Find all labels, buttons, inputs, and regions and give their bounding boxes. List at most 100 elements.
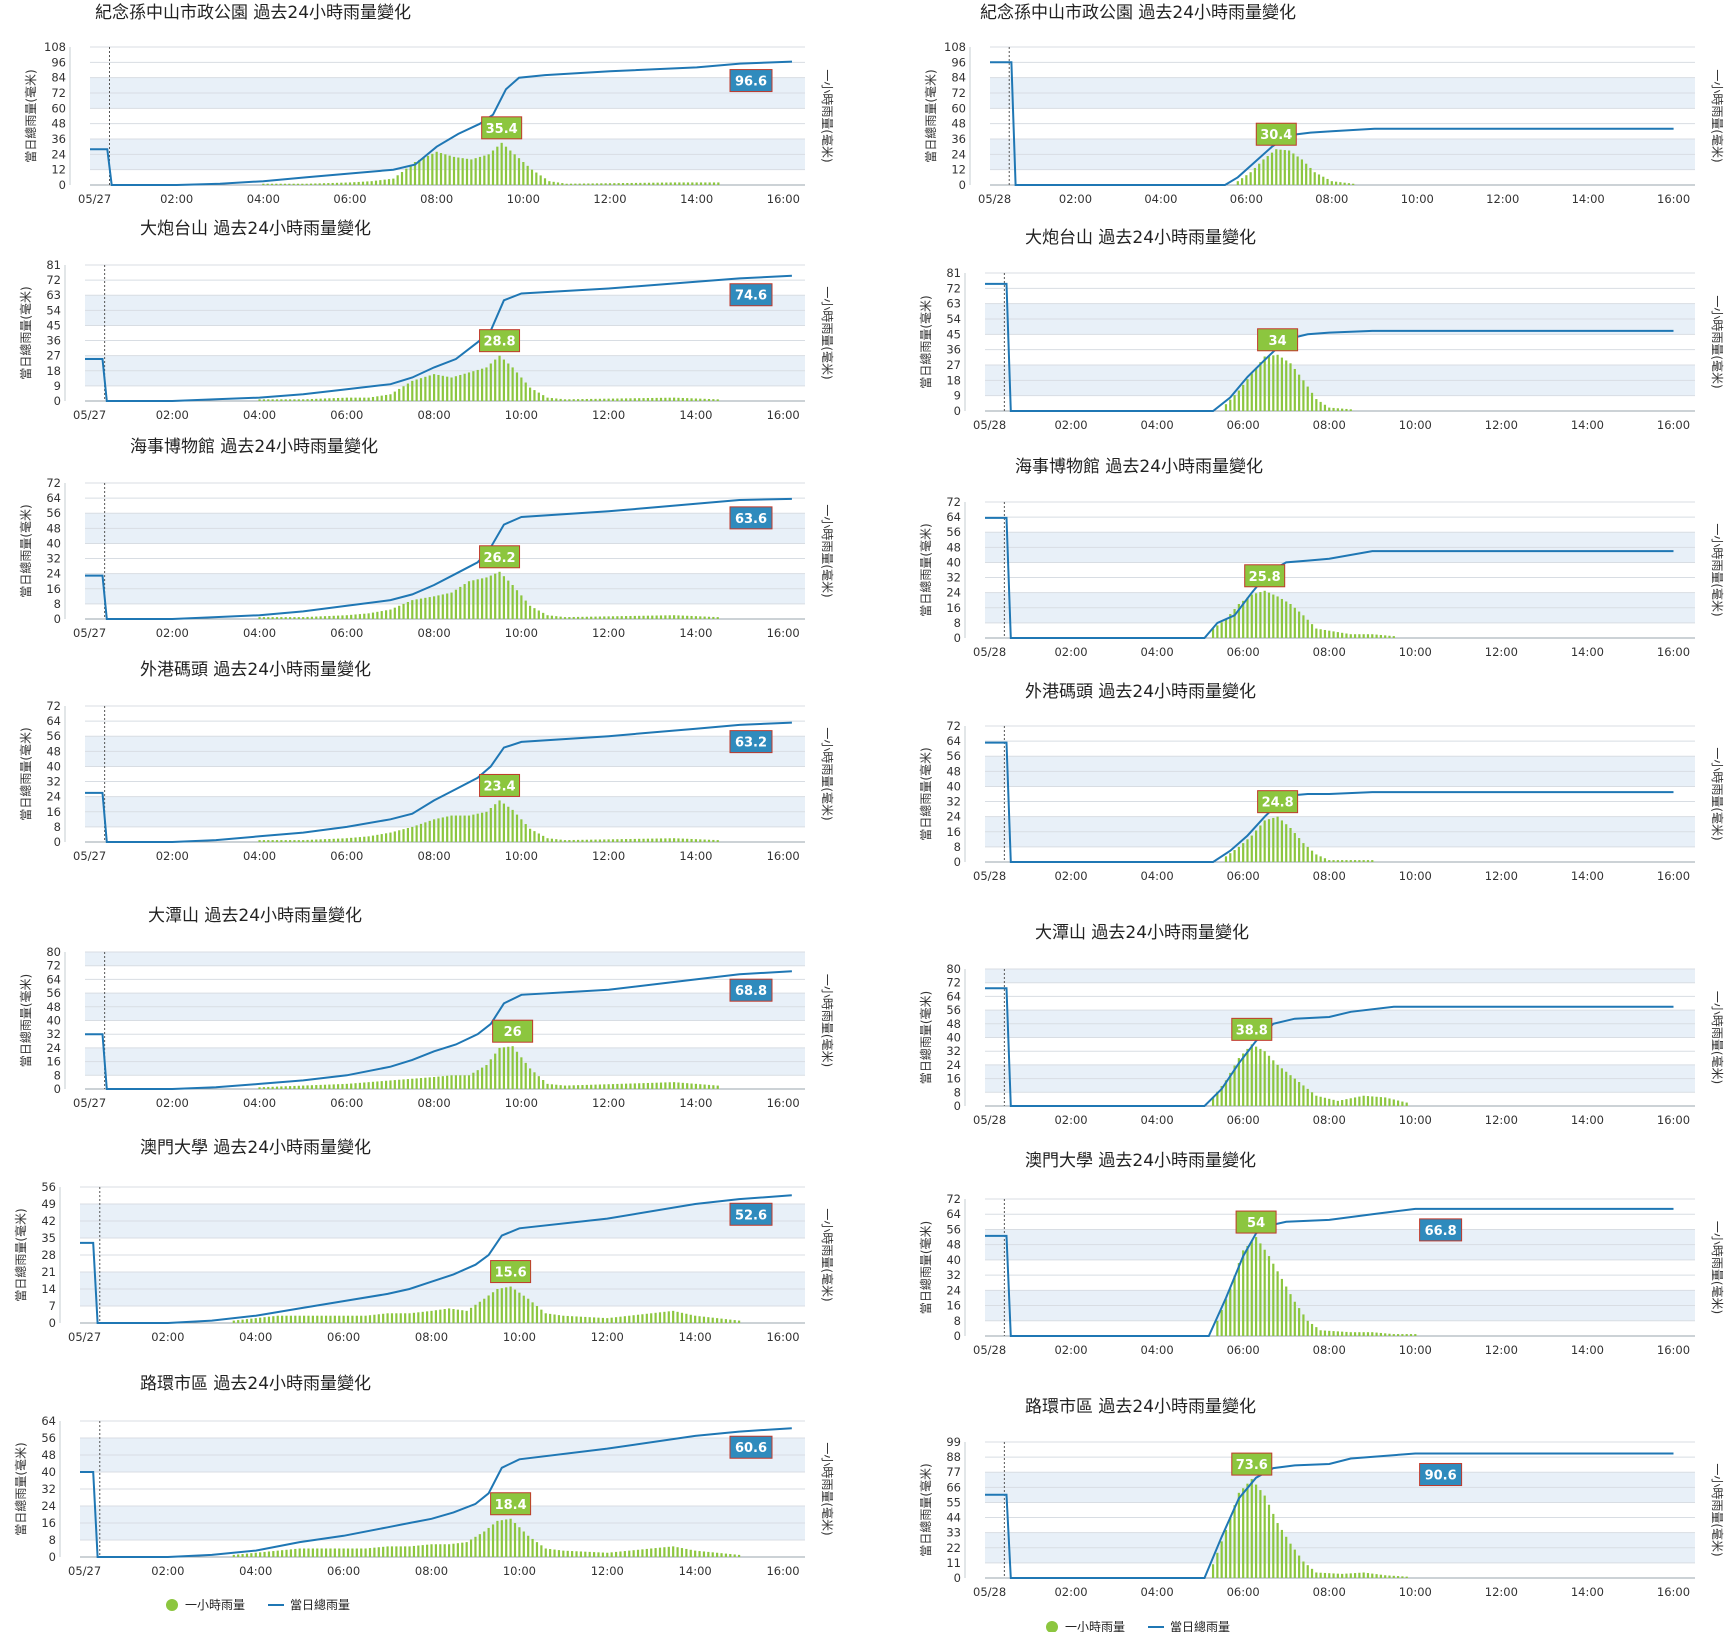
hourly-bar — [584, 1551, 587, 1557]
x-tick-label: 02:00 — [156, 849, 189, 863]
hourly-bar — [533, 1072, 536, 1089]
hourly-bar — [669, 182, 672, 185]
hourly-bar — [629, 398, 632, 401]
x-tick-label: 12:00 — [1485, 645, 1518, 659]
plot-band — [85, 513, 805, 529]
hourly-bar — [367, 836, 370, 842]
hourly-bar — [1345, 633, 1348, 638]
y-tick-label: 8 — [954, 616, 961, 630]
peak-value-box — [490, 1260, 532, 1284]
peak-value-label: 30.4 — [1260, 128, 1292, 143]
hourly-bar — [1392, 1334, 1395, 1336]
total-value-box — [729, 730, 773, 754]
y-tick-label: 80 — [46, 945, 61, 959]
hourly-bar — [515, 814, 519, 842]
x-tick-label: 06:00 — [1227, 1113, 1260, 1127]
hourly-bar — [1306, 619, 1309, 638]
hourly-bar — [354, 397, 357, 401]
y-tick-label: 77 — [946, 1465, 961, 1479]
hourly-bar — [533, 608, 536, 619]
hourly-bar — [305, 183, 308, 185]
hourly-bar — [494, 1053, 497, 1089]
hourly-bar — [1292, 153, 1295, 185]
x-tick-label: 06:00 — [330, 849, 363, 863]
x-tick-label: 16:00 — [767, 626, 800, 640]
plot-band — [85, 370, 805, 386]
hourly-bar — [418, 159, 421, 185]
hourly-bar — [1305, 163, 1308, 185]
hourly-bar — [1384, 1333, 1387, 1336]
hourly-bar — [426, 155, 430, 185]
hourly-bar — [415, 825, 418, 842]
peak-value-box — [1235, 1210, 1277, 1234]
hourly-bar — [1309, 167, 1312, 185]
x-tick-label: 02:00 — [1054, 645, 1087, 659]
hourly-bar — [259, 1317, 262, 1323]
hourly-bar — [668, 615, 671, 619]
hourly-bar — [620, 616, 623, 619]
hourly-bar — [465, 1310, 468, 1323]
x-tick-label: 05/27 — [78, 192, 111, 206]
hourly-bar — [1293, 1301, 1296, 1336]
hourly-bar — [376, 1081, 379, 1089]
hourly-bar — [398, 1079, 401, 1089]
hourly-bar — [315, 1085, 318, 1089]
plot-band — [90, 77, 805, 93]
hourly-bar — [651, 838, 654, 842]
hourly-bar — [1267, 592, 1271, 638]
hourly-bar — [1336, 860, 1339, 862]
hourly-bar — [428, 1077, 431, 1089]
hourly-bar — [1246, 1048, 1249, 1106]
hourly-bar — [1293, 1549, 1296, 1578]
x-tick-label: 05/28 — [973, 645, 1006, 659]
hourly-bar — [491, 150, 495, 185]
daily-total-line — [80, 1194, 792, 1324]
hourly-bar — [716, 1318, 719, 1323]
hourly-bar — [419, 598, 423, 619]
hourly-bar — [601, 1552, 604, 1557]
plot-band — [985, 1078, 1695, 1093]
hourly-bar — [1246, 839, 1249, 862]
hourly-bar — [275, 399, 279, 401]
hourly-bar — [1353, 1097, 1357, 1106]
hourly-bar — [528, 605, 532, 619]
hourly-bar — [537, 392, 540, 401]
plot-band — [80, 1289, 805, 1306]
y-axis-title: 當日總雨量(毫米) — [918, 1221, 933, 1314]
hourly-bar — [1245, 175, 1248, 185]
hourly-bar — [568, 840, 571, 842]
hourly-bar — [572, 1085, 575, 1089]
hourly-bar — [398, 830, 401, 842]
hourly-bar — [1267, 355, 1271, 411]
hourly-bar — [329, 1548, 332, 1557]
hourly-bar — [540, 1545, 543, 1557]
hourly-bar — [461, 158, 464, 185]
hourly-bar — [566, 1315, 569, 1323]
hourly-bar — [267, 617, 270, 619]
legend-hourly-swatch — [166, 1599, 178, 1611]
hourly-bar — [651, 397, 654, 401]
hourly-bar — [336, 838, 340, 842]
hourly-bar — [646, 615, 650, 619]
hourly-bar — [1362, 860, 1365, 862]
y2-axis-title: 一小時雨量(毫米) — [820, 286, 835, 379]
plot-band — [80, 1204, 805, 1221]
hourly-bar — [1396, 1334, 1400, 1336]
plot-band — [85, 588, 805, 604]
hourly-bar — [281, 1550, 284, 1557]
hourly-bar — [350, 1083, 353, 1089]
hourly-bar — [716, 399, 719, 401]
hourly-bar — [703, 1084, 706, 1089]
y-tick-label: 32 — [46, 552, 61, 566]
y2-axis-title: 一小時雨量(毫米) — [1710, 1221, 1725, 1314]
hourly-bar — [446, 376, 449, 401]
hourly-bar — [1285, 360, 1288, 411]
x-tick-label: 04:00 — [1141, 869, 1174, 883]
hourly-bar — [716, 1085, 719, 1089]
hourly-bar — [350, 397, 353, 401]
hourly-bar — [428, 820, 431, 842]
plot-band — [990, 139, 1695, 155]
y-tick-label: 48 — [946, 1017, 961, 1031]
hourly-bar — [1388, 635, 1391, 638]
